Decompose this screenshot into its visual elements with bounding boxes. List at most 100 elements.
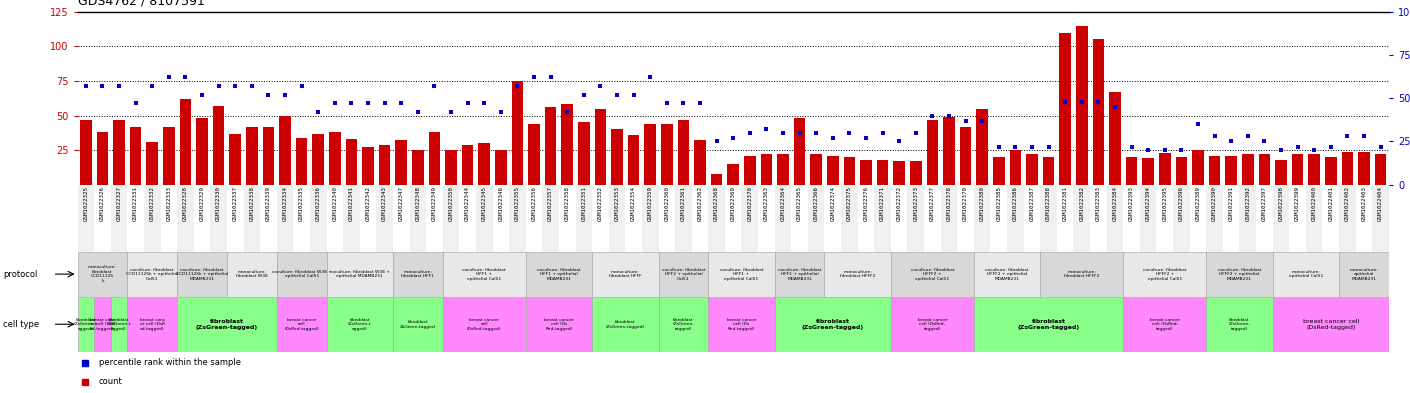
Bar xyxy=(940,185,957,252)
Bar xyxy=(429,132,440,185)
Bar xyxy=(460,185,477,252)
Bar xyxy=(1208,156,1221,185)
Point xyxy=(73,379,96,385)
Point xyxy=(739,130,761,136)
Point xyxy=(290,83,313,89)
Text: GSM1022395: GSM1022395 xyxy=(1162,186,1167,221)
Bar xyxy=(495,150,506,185)
Bar xyxy=(808,185,825,252)
Text: GSM1022389: GSM1022389 xyxy=(1196,186,1200,221)
Text: count: count xyxy=(99,378,123,386)
Point xyxy=(805,130,828,136)
Bar xyxy=(127,297,178,352)
Text: fibroblast
(ZsGreen-t
agged): fibroblast (ZsGreen-t agged) xyxy=(107,318,131,331)
Text: coculture: fibroblast W38 +
epithelial Cal51: coculture: fibroblast W38 + epithelial C… xyxy=(272,270,331,278)
Bar xyxy=(78,252,127,297)
Bar xyxy=(1207,185,1222,252)
Bar xyxy=(1256,185,1273,252)
Text: GDS4762 / 8107591: GDS4762 / 8107591 xyxy=(78,0,204,8)
Point xyxy=(224,83,247,89)
Bar xyxy=(774,185,791,252)
Bar xyxy=(708,297,774,352)
Bar xyxy=(94,185,111,252)
Bar xyxy=(230,134,241,185)
Bar xyxy=(843,157,856,185)
Bar xyxy=(111,185,127,252)
Text: fibroblast
(ZsGreen-t
agged): fibroblast (ZsGreen-t agged) xyxy=(75,318,97,331)
Point xyxy=(822,135,845,141)
Bar xyxy=(210,185,227,252)
Point xyxy=(207,83,230,89)
Text: GSM1022336: GSM1022336 xyxy=(316,186,320,221)
Point xyxy=(1136,147,1159,153)
Point xyxy=(1253,138,1276,145)
Bar xyxy=(276,297,327,352)
Text: GSM1022380: GSM1022380 xyxy=(980,186,984,221)
Text: GSM1022333: GSM1022333 xyxy=(166,186,172,221)
Point xyxy=(1237,133,1259,140)
Text: GSM1022338: GSM1022338 xyxy=(250,186,254,221)
Bar xyxy=(644,124,656,185)
Bar xyxy=(178,297,276,352)
Point xyxy=(656,100,678,107)
Bar xyxy=(611,129,623,185)
Text: GSM1022368: GSM1022368 xyxy=(713,186,719,221)
Bar xyxy=(227,185,244,252)
Text: GSM1022382: GSM1022382 xyxy=(1079,186,1084,221)
Bar xyxy=(78,185,94,252)
Bar xyxy=(1043,157,1055,185)
Text: GSM1022372: GSM1022372 xyxy=(897,186,901,221)
Text: GSM1022364: GSM1022364 xyxy=(781,186,785,221)
Text: breast cancer
cell (DsRed-
tagged): breast cancer cell (DsRed- tagged) xyxy=(1151,318,1180,331)
Text: GSM1022345: GSM1022345 xyxy=(482,186,486,221)
Bar xyxy=(164,127,175,185)
Bar xyxy=(293,185,310,252)
Bar xyxy=(244,185,259,252)
Text: breast cancer
cell (Ds
Red-tagged): breast cancer cell (Ds Red-tagged) xyxy=(544,318,574,331)
Bar xyxy=(759,185,774,252)
Point xyxy=(440,109,462,115)
Text: GSM1022369: GSM1022369 xyxy=(730,186,736,221)
Point xyxy=(1021,143,1043,150)
Text: GSM1022331: GSM1022331 xyxy=(133,186,138,221)
Bar xyxy=(1007,185,1024,252)
Text: GSM1022388: GSM1022388 xyxy=(1046,186,1050,221)
Bar xyxy=(526,297,592,352)
Bar xyxy=(1193,150,1204,185)
Bar xyxy=(1340,185,1355,252)
Bar xyxy=(828,156,839,185)
Point xyxy=(323,100,345,107)
Bar xyxy=(343,185,360,252)
Text: GSM1022384: GSM1022384 xyxy=(1112,186,1118,221)
Point xyxy=(556,109,578,115)
Bar xyxy=(1073,185,1090,252)
Bar xyxy=(675,185,692,252)
Bar xyxy=(774,297,891,352)
Text: GSM1022346: GSM1022346 xyxy=(498,186,503,221)
Bar xyxy=(97,132,109,185)
Bar xyxy=(1275,160,1287,185)
Bar xyxy=(1239,185,1256,252)
Point xyxy=(1220,138,1242,145)
Text: coculture: fibroblast
HFF1 +
epithelial Cal51: coculture: fibroblast HFF1 + epithelial … xyxy=(719,268,763,281)
Point xyxy=(1187,121,1210,127)
Bar xyxy=(1139,185,1156,252)
Text: percentile rank within the sample: percentile rank within the sample xyxy=(99,358,241,367)
Point xyxy=(374,100,396,107)
Bar xyxy=(760,154,773,185)
Point xyxy=(756,126,778,132)
Point xyxy=(540,74,563,81)
Point xyxy=(241,83,264,89)
Point xyxy=(489,109,512,115)
Bar xyxy=(393,252,443,297)
Text: breast canc
er cell (DsR
ed-tagged): breast canc er cell (DsR ed-tagged) xyxy=(90,318,116,331)
Text: GSM1022399: GSM1022399 xyxy=(1294,186,1300,221)
Bar xyxy=(777,154,788,185)
Bar xyxy=(1059,33,1072,185)
Bar xyxy=(1093,39,1104,185)
Bar xyxy=(127,252,178,297)
Bar xyxy=(426,185,443,252)
Text: GSM1022374: GSM1022374 xyxy=(830,186,835,221)
Bar xyxy=(708,185,725,252)
Bar xyxy=(974,252,1041,297)
